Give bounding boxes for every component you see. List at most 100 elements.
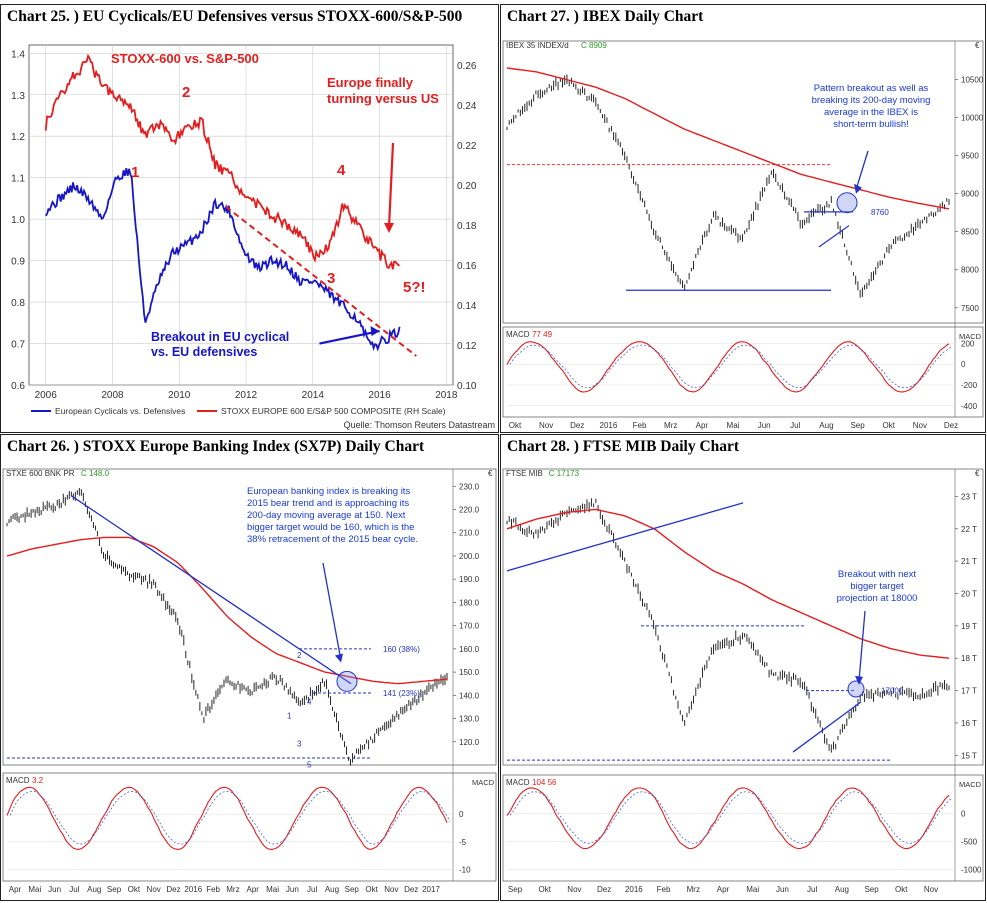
- c26-xtick: Sep: [345, 885, 360, 894]
- c26-xtick: Mrz: [226, 885, 239, 894]
- chart-25-ytick-right: 0.26: [457, 61, 477, 72]
- c26-ytick: 220.0: [459, 506, 480, 515]
- c28-ytick: 23 T: [961, 492, 977, 501]
- c27-xtick: Nov: [539, 421, 553, 430]
- c28-ytick: 20 T: [961, 589, 977, 598]
- c26-last-label: C 148.0: [81, 469, 110, 478]
- chart-25-ytick-left: 0.7: [11, 340, 25, 351]
- c28-ytick: 19 T: [961, 622, 977, 631]
- c26-main-frame: [2, 468, 497, 766]
- c28-ytick: 18 T: [961, 654, 977, 663]
- c27-ytick: 8500: [961, 228, 979, 237]
- c28-ytick: 21 T: [961, 557, 977, 566]
- c26-macd-line: [6, 786, 448, 850]
- chart-27-plot: 7500 8000 8500 9000 9500 10000 10500 € IBEX 35 I…: [502, 40, 984, 430]
- c26-trendline: [70, 495, 352, 685]
- c26-annotation: European banking index is breaking its 20…: [247, 486, 418, 545]
- chart-27-title: Chart 27. ) IBEX Daily Chart: [507, 8, 704, 25]
- c27-macd-ytick: -200: [961, 381, 978, 390]
- c26-xtick: Jun: [286, 885, 299, 894]
- c27-ytick: 9500: [961, 152, 979, 161]
- c26-ytick: 170.0: [459, 622, 480, 631]
- c28-xtick: Nov: [924, 885, 938, 894]
- c28-xtick: Sep: [508, 885, 523, 894]
- chart-25-source: Quelle: Thomson Reuters Datastream: [344, 420, 495, 430]
- chart-25-wave-1: 1: [131, 164, 139, 181]
- chart-25-ytick-right: 0.22: [457, 141, 477, 152]
- c27-macd-axis-title: MACD: [959, 332, 982, 341]
- c26-xtick: Nov: [384, 885, 398, 894]
- c26-xtick: Apr: [246, 885, 259, 894]
- c26-macd-ytick: -10: [459, 865, 471, 874]
- c28-xtick: Okt: [538, 885, 551, 894]
- c26-xtick: Nov: [147, 885, 161, 894]
- c28-xtick: Sep: [864, 885, 879, 894]
- c28-ytick: 15 T: [961, 751, 977, 760]
- c27-xtick: Okt: [509, 421, 522, 430]
- chart-25-ytick-left: 1.3: [11, 91, 25, 102]
- c26-xtick: Apr: [9, 885, 22, 894]
- chart-25-xtick: 2008: [101, 390, 124, 401]
- c27-macd-line: [506, 341, 950, 393]
- chart-25-xtick: 2018: [435, 390, 458, 401]
- chart-25-ytick-left: 0.6: [11, 381, 25, 392]
- c26-xtick: Okt: [365, 885, 378, 894]
- c27-xtick: Aug: [819, 421, 833, 430]
- c27-currency-label: €: [975, 41, 980, 50]
- c28-annotation: Breakout with next bigger target projectio…: [837, 569, 918, 604]
- c27-ytick: 10000: [961, 114, 984, 123]
- c27-macd-ytick: -400: [961, 402, 978, 411]
- c26-breakout-circle: [336, 670, 358, 692]
- c26-macd-axis-title: MACD: [472, 778, 495, 787]
- c26-xtick: Aug: [325, 885, 339, 894]
- c26-macd-ytick: -5: [459, 838, 467, 847]
- c28-xtick: Mrz: [687, 885, 700, 894]
- c26-xtick: Dez: [166, 885, 180, 894]
- c27-ma-line: [506, 67, 950, 210]
- c28-macd-ytick: -500: [961, 838, 978, 847]
- c28-ytick: 17 T: [961, 687, 977, 696]
- chart-25-xtick: 2010: [168, 390, 191, 401]
- c27-xtick: Mrz: [664, 421, 677, 430]
- c26-xtick: Dez: [404, 885, 418, 894]
- chart-25-wave-2: 2: [182, 84, 190, 101]
- c26-ytick: 150.0: [459, 668, 480, 677]
- c26-level-label: 141 (23%): [383, 689, 420, 698]
- c26-xtick: 2016: [184, 885, 202, 894]
- chart-25-ytick-right: 0.10: [457, 381, 477, 392]
- chart-25-breakout-arrowhead: [370, 326, 380, 337]
- c28-macd-line: [506, 787, 950, 850]
- c27-xtick: Dez: [570, 421, 584, 430]
- c28-xtick: Okt: [895, 885, 908, 894]
- c27-annotation: Pattern breakout as well as breaking its …: [812, 83, 931, 130]
- chart-25-turn-arrowhead: [384, 223, 394, 233]
- chart-26-panel: Chart 26. ) STOXX Europe Banking Index (…: [0, 434, 499, 901]
- chart-25-xtick: 2016: [368, 390, 391, 401]
- c27-ytick: 10500: [961, 75, 984, 84]
- c26-xtick: Mai: [28, 885, 41, 894]
- c26-macd-label: MACD: [6, 776, 30, 785]
- c27-xtick: Jul: [790, 421, 800, 430]
- c26-xtick: Mai: [266, 885, 279, 894]
- c28-macd-frame: [502, 774, 984, 882]
- c28-breakout-circle: [847, 680, 865, 698]
- c28-macd-axis-title: MACD: [959, 780, 982, 789]
- chart-25-xtick: 2006: [35, 390, 58, 401]
- c26-ytick: 180.0: [459, 598, 480, 607]
- chart-25-wave-4: 4: [337, 162, 346, 179]
- chart-25-annotation-title: STOXX-600 vs. S&P-500: [111, 51, 259, 66]
- chart-25-ytick-right: 0.12: [457, 341, 477, 352]
- c28-ytick: 16 T: [961, 719, 977, 728]
- c27-xtick: Apr: [696, 421, 709, 430]
- c26-xtick: Feb: [206, 885, 220, 894]
- c27-xtick: Nov: [913, 421, 927, 430]
- c26-xtick: Aug: [87, 885, 101, 894]
- c26-macd-signal: [9, 790, 451, 845]
- chart-25-breakout-arrow: [319, 330, 380, 345]
- c26-xtick: Okt: [128, 885, 141, 894]
- c26-ytick: 200.0: [459, 552, 480, 561]
- c27-header: IBEX 35 INDEX/d: [506, 41, 569, 50]
- c27-xtick: 2016: [600, 421, 618, 430]
- chart-25-ytick-left: 1.4: [11, 49, 25, 60]
- c26-callout-arrow: [322, 562, 342, 661]
